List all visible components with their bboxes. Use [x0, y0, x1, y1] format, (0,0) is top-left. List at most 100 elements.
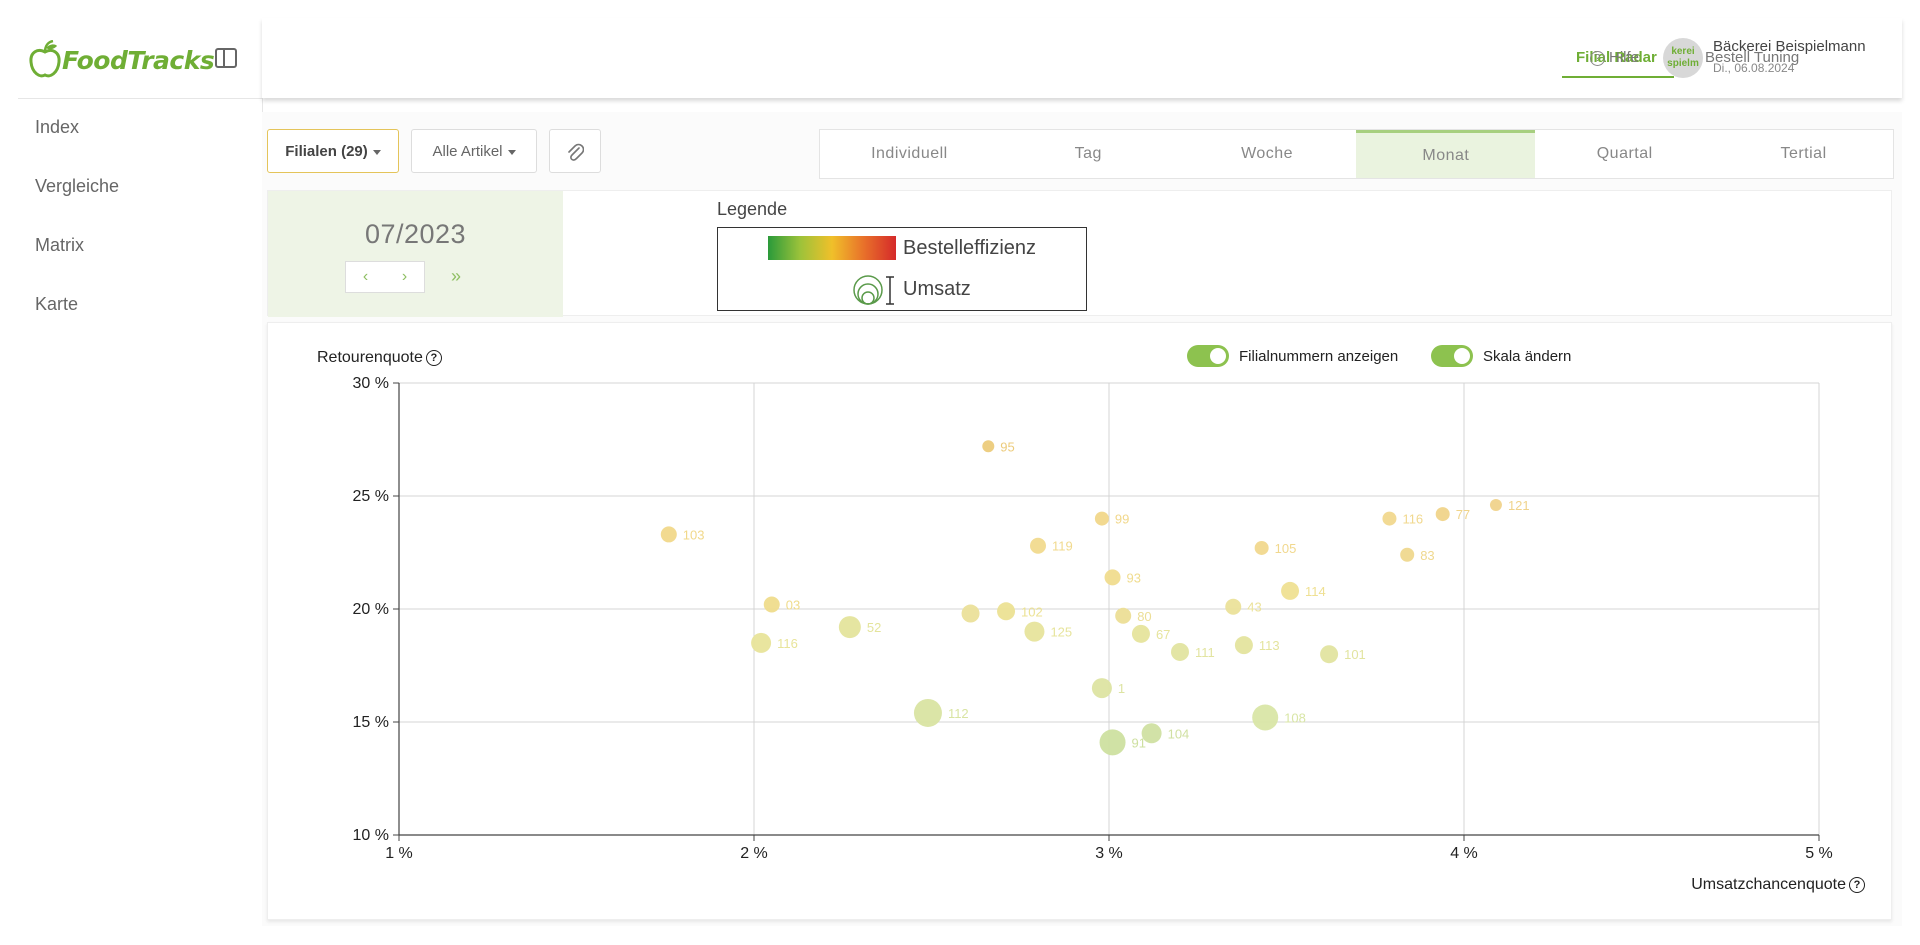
tab-tertial[interactable]: Tertial [1780, 145, 1827, 162]
paperclip-icon [568, 143, 585, 161]
top-bar: Filial Radar Bestell Tuning ? Hilfe kerei… [262, 18, 1902, 98]
point-label: 105 [1275, 541, 1297, 556]
scatter-point [751, 632, 772, 653]
sidebar-item-vergleiche[interactable]: Vergleiche [35, 176, 120, 196]
scatter-point [1131, 624, 1150, 643]
chart-panel: 1 % 2 % 3 % 4 % 5 % 10 % 15 % 20 % 25 % 30 % 95 103… [267, 322, 1892, 920]
scatter-point [1024, 621, 1045, 642]
x-tick-label: 2 % [740, 845, 768, 862]
help-icon[interactable]: ? [425, 349, 442, 366]
period-nav: ‹ › [345, 261, 425, 293]
point-label: 93 [1127, 570, 1141, 585]
scatter-point [1254, 540, 1269, 555]
tab-woche[interactable]: Woche [1241, 145, 1294, 162]
scatter-point [838, 616, 861, 639]
help-icon[interactable]: ? [1849, 876, 1865, 893]
point-label: 108 [1284, 710, 1306, 725]
point-label: 125 [1050, 625, 1072, 640]
point-label: 91 [1132, 735, 1146, 750]
user-name[interactable]: Bäckerei Beispielmann [1713, 38, 1866, 55]
point-label: 116 [777, 636, 798, 651]
scatter-point [997, 602, 1016, 621]
scale-toggle-row: Skala ändern [1431, 345, 1571, 367]
legend-revenue-label: Umsatz [903, 278, 971, 300]
y-tick-label: 20 % [353, 601, 389, 618]
main-content: Filialen (29) Alle Artikel Individuell T… [262, 112, 1902, 926]
scale-label: Skala ändern [1483, 347, 1572, 365]
foodtracks-logo[interactable]: FoodTracks [28, 40, 215, 80]
sidebar-toggle-icon[interactable] [215, 48, 237, 68]
avatar[interactable]: kerei spielm [1663, 38, 1703, 78]
branches-filter-button[interactable]: Filialen (29) [267, 129, 399, 173]
y-axis-label-text: Retourenquote [317, 349, 423, 366]
point-label: 1 [1118, 681, 1125, 696]
latest-period-button[interactable]: » [450, 266, 461, 286]
point-label: 103 [683, 527, 705, 542]
scatter-point [1281, 581, 1300, 600]
active-nav-underline [1562, 76, 1674, 78]
date-selector: 07/2023 ‹ › » [268, 191, 563, 317]
y-tick-label: 15 % [353, 714, 389, 731]
logo-text: FoodTracks [62, 45, 215, 75]
point-label: 67 [1156, 627, 1170, 642]
help-link[interactable]: ? Hilfe [1590, 18, 1639, 98]
point-label: 121 [1508, 498, 1530, 513]
point-label: 112 [948, 706, 969, 721]
tab-quartal[interactable]: Quartal [1596, 145, 1653, 162]
scatter-point [1320, 645, 1339, 664]
nav-bestell-tuning[interactable]: Bestell Tuning [1705, 49, 1800, 66]
scatter-point [1094, 511, 1109, 526]
point-label: 43 [1247, 600, 1261, 615]
scatter-point [1099, 729, 1126, 756]
y-tick-label: 25 % [353, 488, 389, 505]
tab-individuell[interactable]: Individuell [871, 145, 948, 162]
branch-numbers-toggle-row: Filialnummern anzeigen [1187, 345, 1398, 367]
scale-toggle[interactable] [1431, 345, 1473, 367]
scatter-point [1382, 511, 1397, 526]
articles-filter-button[interactable]: Alle Artikel [411, 129, 537, 173]
tab-tag[interactable]: Tag [1074, 145, 1102, 162]
x-axis-label-text: Umsatzchancenquote [1691, 876, 1846, 893]
branch-numbers-label: Filialnummern anzeigen [1239, 347, 1399, 365]
scatter-point [1435, 507, 1450, 522]
next-period-button[interactable]: › [401, 268, 408, 285]
x-tick-label: 3 % [1095, 845, 1123, 862]
sidebar-item-karte[interactable]: Karte [35, 294, 79, 314]
point-label: 95 [1000, 439, 1014, 454]
attachment-button[interactable] [549, 129, 601, 173]
sidebar-item-matrix[interactable]: Matrix [35, 235, 84, 255]
chevron-down-icon [507, 149, 516, 155]
user-date: Di., 06.08.2024 [1713, 61, 1795, 75]
point-label: 77 [1456, 507, 1470, 522]
sidebar: FoodTracks Index Vergleiche Matrix Karte [18, 18, 263, 926]
scatter-point [1400, 547, 1415, 562]
branch-numbers-toggle[interactable] [1187, 345, 1229, 367]
y-tick-label: 30 % [353, 375, 389, 392]
scatter-chart: 1 % 2 % 3 % 4 % 5 %10 %15 %20 %25 %30 %95103… [353, 375, 1833, 862]
scatter-point [1171, 642, 1189, 661]
date-legend-panel: 07/2023 ‹ › » Legende Bestelleffizienz U… [267, 190, 1892, 317]
x-tick-label: 5 % [1805, 845, 1833, 862]
scatter-point [1252, 704, 1279, 731]
point-label: 101 [1344, 647, 1366, 662]
point-label: 99 [1115, 512, 1129, 527]
scatter-point [1234, 636, 1253, 655]
branches-filter-label: Filialen (29) [285, 143, 368, 160]
scatter-point [660, 526, 677, 543]
point-label: 102 [1021, 604, 1043, 619]
scatter-point [913, 698, 942, 727]
help-icon: ? [1590, 50, 1605, 66]
point-label: 114 [1305, 584, 1326, 599]
sidebar-nav: Index Vergleiche Matrix Karte [18, 98, 262, 334]
logo-row: FoodTracks [18, 18, 262, 99]
point-label: 83 [1420, 548, 1434, 563]
prev-period-button[interactable]: ‹ [362, 268, 369, 285]
point-label: 111 [1195, 645, 1215, 660]
point-label: 52 [867, 620, 881, 635]
y-tick-label: 10 % [353, 827, 389, 844]
point-label: 03 [786, 597, 800, 612]
chevron-down-icon [372, 149, 381, 155]
efficiency-gradient [768, 236, 896, 260]
sidebar-item-index[interactable]: Index [35, 117, 80, 137]
tab-monat[interactable]: Monat [1356, 130, 1536, 178]
